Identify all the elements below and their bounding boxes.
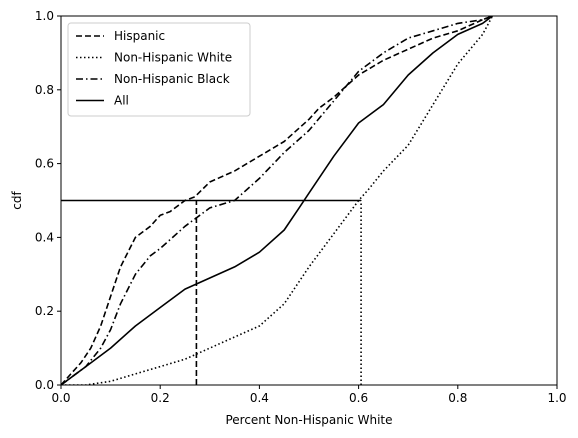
legend-label: Non-Hispanic Black (114, 72, 230, 86)
legend-label: Hispanic (114, 29, 165, 43)
legend-box (67, 22, 251, 117)
axes-frame (60, 15, 558, 386)
x-tick-label: 0.0 (51, 391, 70, 405)
series-line-all (61, 16, 493, 385)
x-tick-label: 0.8 (448, 391, 467, 405)
y-tick-label: 0.0 (35, 378, 54, 392)
x-axis-label: Percent Non-Hispanic White (225, 413, 392, 427)
series-line-hispanic (61, 16, 493, 385)
reference-lines (61, 199, 362, 385)
series-line-non-hispanic-white (61, 16, 494, 385)
y-tick-label: 0.8 (35, 83, 54, 97)
legend-label: All (114, 94, 129, 108)
legend-label: Non-Hispanic White (114, 51, 232, 65)
x-tick-label: 0.4 (250, 391, 269, 405)
y-tick-label: 1.0 (35, 9, 54, 23)
y-axis-ticks: 0.0 0.2 0.4 0.6 0.8 1.0 (35, 9, 61, 392)
x-axis-ticks: 0.0 0.2 0.4 0.6 0.8 1.0 (51, 385, 567, 405)
x-tick-label: 0.6 (349, 391, 368, 405)
y-axis-label: cdf (10, 191, 24, 210)
y-tick-label: 0.6 (35, 157, 54, 171)
y-tick-label: 0.2 (35, 304, 54, 318)
x-tick-label: 1.0 (547, 391, 566, 405)
legend: Hispanic Non-Hispanic White Non-Hispanic B… (67, 22, 251, 117)
y-tick-label: 0.4 (35, 230, 54, 244)
x-tick-label: 0.2 (151, 391, 170, 405)
